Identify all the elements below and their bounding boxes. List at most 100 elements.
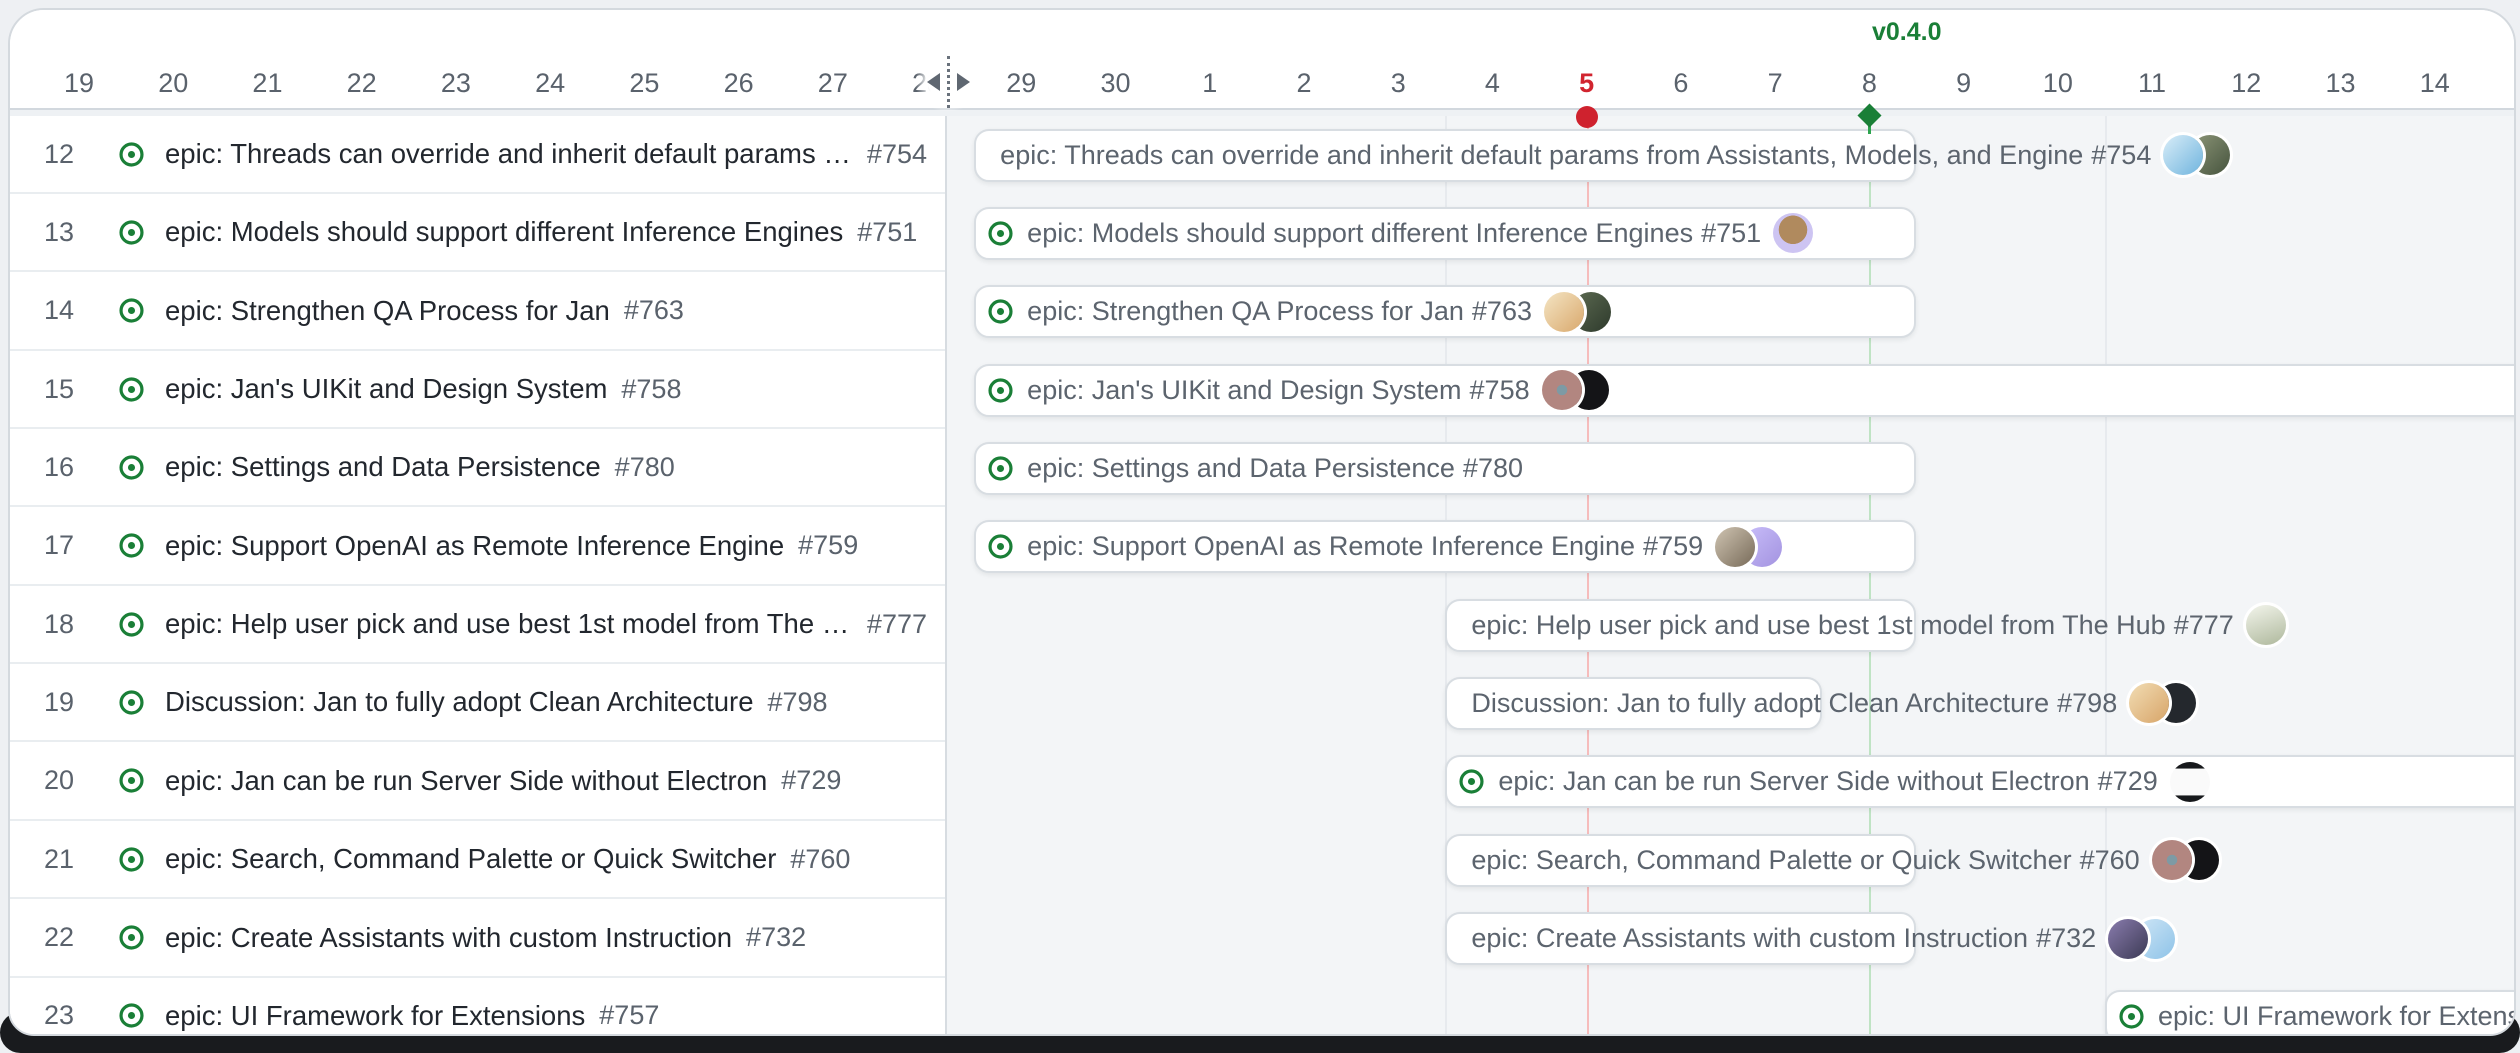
date-label: 30 (1100, 68, 1131, 98)
issue-title[interactable]: epic: Jan can be run Server Side without… (165, 764, 768, 796)
gantt-bar[interactable]: epic: Jan can be run Server Side without… (1445, 755, 2514, 809)
date-label: 14 (2419, 68, 2450, 98)
date-label: 1 (1202, 68, 1218, 98)
open-issue-icon (988, 299, 1013, 324)
open-issue-icon (119, 925, 144, 950)
issue-number: #754 (866, 138, 927, 169)
gantt-bar-issue-number: #780 (1462, 452, 1523, 483)
table-row[interactable]: 17 epic: Support OpenAI as Remote Inferen… (10, 507, 945, 586)
assignee-avatar (1773, 213, 1814, 254)
date-label: 19 (63, 68, 95, 98)
table-row[interactable]: 22 epic: Create Assistants with custom In… (10, 899, 945, 978)
date-label: 2 (1296, 68, 1312, 98)
gantt-bar-issue-number: #777 (2173, 609, 2234, 640)
gantt-bar-issue-number: #729 (2097, 766, 2158, 797)
avatar-stack (2129, 683, 2197, 724)
resize-arrow-right-icon (956, 73, 970, 91)
date-label: 25 (629, 68, 660, 98)
gantt-bar-issue-number: #732 (2036, 923, 2097, 953)
assignee-avatar (2108, 918, 2149, 959)
open-issue-icon (988, 377, 1013, 403)
open-issue-icon (1459, 769, 1484, 794)
gantt-bar-title: epic: Support OpenAI as Remote Inference… (1027, 531, 1636, 562)
date-label: 13 (2325, 68, 2356, 98)
table-row[interactable]: 16 epic: Settings and Data Persistence #78… (10, 429, 945, 508)
gantt-bar[interactable]: epic: Threads can override and inherit d… (974, 128, 2231, 182)
date-label: 29 (1006, 68, 1037, 98)
issue-title[interactable]: epic: Search, Command Palette or Quick S… (165, 843, 777, 875)
issue-title[interactable]: epic: Strengthen QA Process for Jan (165, 294, 610, 326)
gantt-bar[interactable]: epic: UI Framework for Extensions#757 (2104, 990, 2514, 1034)
gantt-bar[interactable]: epic: Settings and Data Persistence #780 (974, 441, 1917, 495)
avatar-stack (1543, 291, 1611, 332)
table-row[interactable]: 18 epic: Help user pick and use best 1st … (10, 586, 945, 665)
resize-arrow-left-icon (926, 73, 940, 91)
gantt-bar[interactable]: epic: Help user pick and use best 1st mo… (1445, 598, 2286, 652)
issues-table: 12 epic: Threads can override and inherit… (10, 116, 947, 1034)
issue-title[interactable]: Discussion: Jan to fully adopt Clean Arc… (165, 686, 754, 718)
issue-number: #798 (767, 686, 828, 717)
row-number: 16 (43, 451, 74, 482)
issue-number: #780 (614, 451, 675, 482)
date-label: 20 (158, 68, 189, 98)
row-number: 21 (43, 843, 74, 874)
gantt-bar[interactable]: epic: Search, Command Palette or Quick S… (1445, 833, 2219, 887)
table-row[interactable]: 14 epic: Strengthen QA Process for Jan #76… (10, 272, 945, 351)
gantt-bar-title: Discussion: Jan to fully adopt Clean Arc… (1471, 687, 2050, 718)
issue-title[interactable]: epic: Threads can override and inherit d… (165, 138, 853, 169)
gantt-bar[interactable]: epic: Create Assistants with custom Inst… (1445, 912, 2176, 965)
gantt-bar[interactable]: epic: Models should support different In… (974, 206, 1917, 260)
avatar-stack (2169, 761, 2210, 802)
table-row[interactable]: 19 Discussion: Jan to fully adopt Clean A… (10, 664, 945, 743)
issue-title[interactable]: epic: Jan's UIKit and Design System (165, 373, 608, 405)
gantt-bar[interactable]: epic: Jan's UIKit and Design System #758 (974, 363, 2514, 417)
date-label: 9 (1956, 68, 1972, 98)
issue-number: #732 (746, 922, 807, 952)
today-marker-pin (1575, 106, 1598, 128)
row-number: 18 (43, 608, 74, 639)
assignee-avatar (2169, 761, 2210, 802)
issue-title[interactable]: epic: UI Framework for Extensions (165, 999, 586, 1031)
issue-title[interactable]: epic: Support OpenAI as Remote Inference… (165, 529, 785, 561)
header-strip (10, 110, 2514, 116)
gantt-bar-title: epic: Jan's UIKit and Design System (1027, 374, 1462, 405)
table-row[interactable]: 23 epic: UI Framework for Extensions #757 (10, 977, 945, 1034)
date-label: 22 (346, 68, 377, 98)
gantt-bar[interactable]: epic: Support OpenAI as Remote Inference… (974, 520, 1917, 574)
assignee-avatar (1541, 370, 1582, 411)
open-issue-icon (988, 221, 1013, 246)
issue-number: #763 (623, 295, 684, 326)
row-number: 22 (43, 922, 74, 952)
issue-title[interactable]: epic: Create Assistants with custom Inst… (165, 921, 733, 953)
table-row[interactable]: 13 epic: Models should support different … (10, 194, 945, 273)
row-number: 15 (43, 373, 74, 404)
gantt-bar-issue-number: #751 (1701, 217, 1762, 248)
gantt-bar[interactable]: Discussion: Jan to fully adopt Clean Arc… (1445, 676, 2197, 730)
date-label: 24 (535, 68, 566, 98)
column-resize-handle[interactable] (915, 52, 981, 112)
avatar-stack (2245, 605, 2286, 646)
open-issue-icon (119, 141, 144, 167)
table-row[interactable]: 20 epic: Jan can be run Server Side witho… (10, 742, 945, 821)
open-issue-icon (119, 690, 144, 715)
gantt-bar-issue-number: #798 (2057, 687, 2118, 718)
table-row[interactable]: 12 epic: Threads can override and inherit… (10, 116, 945, 194)
gantt-bar-issue-number: #758 (1469, 374, 1530, 405)
issue-number: #760 (790, 843, 851, 874)
issue-title[interactable]: epic: Settings and Data Persistence (165, 451, 601, 483)
date-label: 6 (1673, 68, 1689, 98)
table-row[interactable]: 15 epic: Jan's UIKit and Design System #75… (10, 351, 945, 430)
issue-number: #757 (599, 1000, 660, 1031)
issue-title[interactable]: epic: Help user pick and use best 1st mo… (165, 608, 853, 640)
open-issue-icon (119, 298, 144, 323)
table-row[interactable]: 21 epic: Search, Command Palette or Quick… (10, 821, 945, 900)
gantt-bar[interactable]: epic: Strengthen QA Process for Jan #763 (974, 285, 1917, 339)
assignee-avatar (1715, 526, 1756, 567)
open-issue-icon (119, 768, 144, 793)
date-label: 26 (723, 68, 754, 98)
issue-title[interactable]: epic: Models should support different In… (165, 216, 844, 248)
week-gridline (1445, 116, 1448, 1034)
open-issue-icon (119, 455, 144, 480)
gantt-bar-title: epic: Settings and Data Persistence (1027, 452, 1455, 483)
assignee-avatar (2129, 683, 2170, 724)
